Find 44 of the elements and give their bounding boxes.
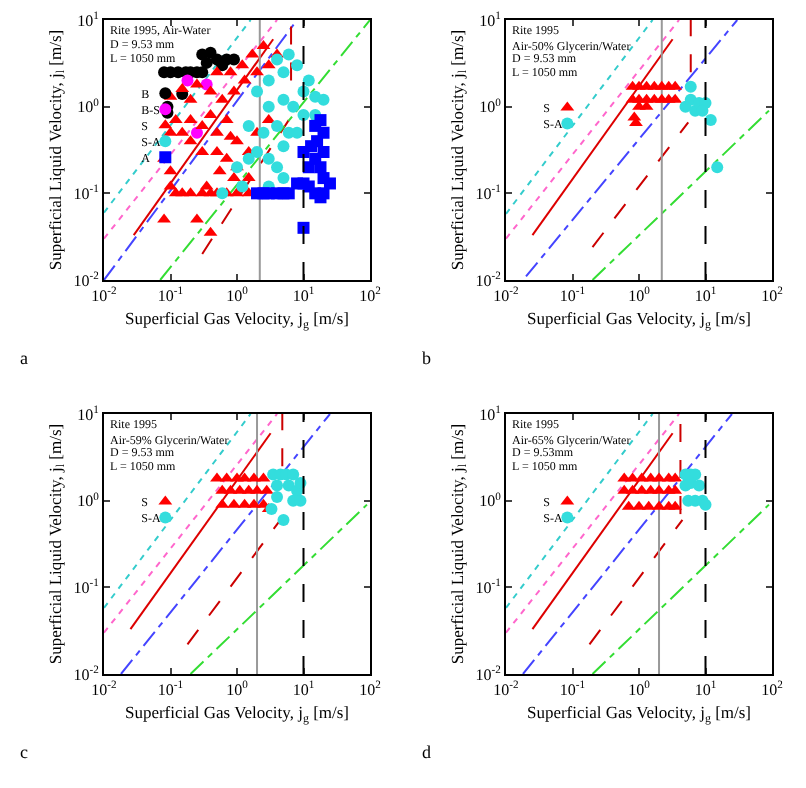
x-tick-label: 10$^{2}$ [359, 680, 382, 700]
x-tick-label: 10$^{-2}$ [91, 680, 118, 700]
y-tick-label: 10$^{-2}$ [73, 664, 100, 684]
y-tick-label: 10$^{-2}$ [475, 664, 502, 684]
text: d [422, 742, 432, 762]
y-tick-label: 10$^{0}$ [77, 97, 100, 117]
y-tick-label: 10$^{1}$ [479, 404, 502, 424]
x-tick-label: 10$^{-2}$ [493, 286, 520, 306]
x-tick-label: 10$^{-1}$ [559, 680, 586, 700]
x-tick-label: 10$^{1}$ [292, 680, 315, 700]
x-tick-label: 10$^{0}$ [226, 286, 249, 306]
y-tick-label: 10$^{1}$ [479, 10, 502, 30]
text: a [20, 348, 28, 368]
x-tick-label: 10$^{-2}$ [493, 680, 520, 700]
x-tick-label: 10$^{-1}$ [157, 680, 184, 700]
x-tick-label: 10$^{-1}$ [157, 286, 184, 306]
y-tick-label: 10$^{0}$ [77, 491, 100, 511]
x-tick-label: 10$^{2}$ [761, 680, 784, 700]
text: b [422, 348, 432, 368]
y-tick-label: 10$^{-1}$ [73, 184, 100, 203]
x-axis-title: Superficial Gas Velocity, j$_{g}$ [m/s] [124, 308, 350, 332]
x-axis-title: Superficial Gas Velocity, j$_{g}$ [m/s] [124, 702, 350, 726]
y-tick-label: 10$^{1}$ [77, 404, 100, 424]
x-tick-label: 10$^{1}$ [694, 680, 717, 700]
x-tick-label: 10$^{-1}$ [559, 286, 586, 306]
y-tick-label: 10$^{0}$ [479, 491, 502, 511]
y-tick-label: 10$^{-1}$ [475, 184, 502, 203]
x-tick-label: 10$^{0}$ [226, 680, 249, 700]
x-tick-label: 10$^{0}$ [628, 680, 651, 700]
text: c [20, 742, 28, 762]
x-axis-title: Superficial Gas Velocity, j$_{g}$ [m/s] [526, 308, 752, 332]
x-axis-title: Superficial Gas Velocity, j$_{g}$ [m/s] [526, 702, 752, 726]
y-tick-label: 10$^{-2}$ [73, 270, 100, 290]
x-tick-label: 10$^{2}$ [359, 286, 382, 306]
x-tick-label: 10$^{1}$ [292, 286, 315, 306]
x-tick-label: 10$^{-2}$ [91, 286, 118, 306]
y-tick-label: 10$^{-1}$ [73, 578, 100, 597]
y-tick-label: 10$^{1}$ [77, 10, 100, 30]
x-tick-label: 10$^{0}$ [628, 286, 651, 306]
y-tick-label: 10$^{-1}$ [475, 578, 502, 597]
x-tick-label: 10$^{2}$ [761, 286, 784, 306]
y-tick-label: 10$^{-2}$ [475, 270, 502, 290]
y-tick-label: 10$^{0}$ [479, 97, 502, 117]
x-tick-label: 10$^{1}$ [694, 286, 717, 306]
